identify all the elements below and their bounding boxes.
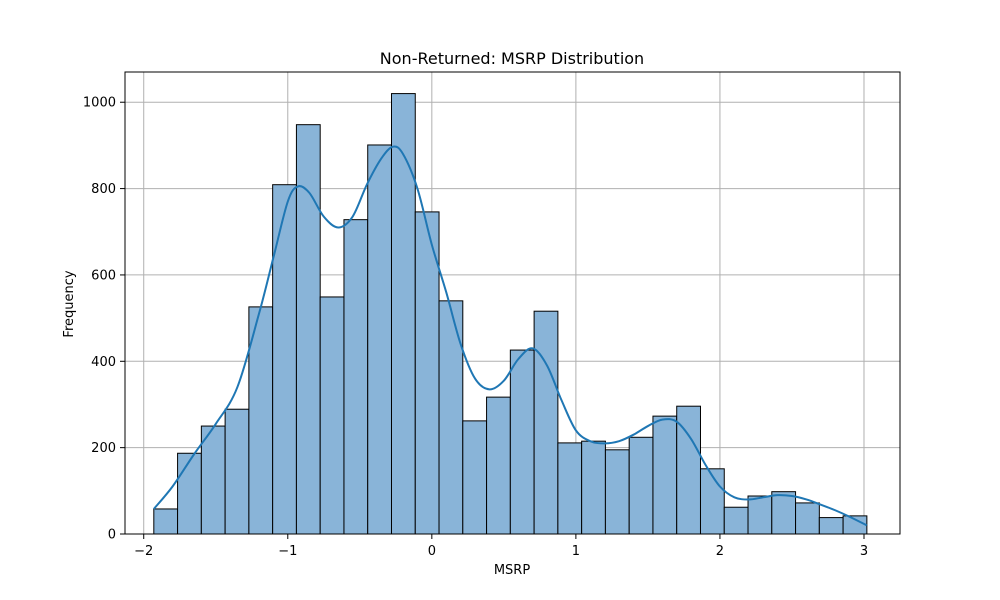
histogram-bar — [319, 296, 345, 535]
plot-frame — [124, 71, 901, 535]
histogram-bar — [581, 440, 606, 535]
histogram-bar — [795, 502, 820, 535]
histogram-bars — [153, 93, 868, 535]
histogram-bar — [652, 415, 678, 535]
x-tick-label: 2 — [716, 544, 724, 559]
histogram-bar — [438, 300, 464, 535]
y-axis: 0 200 400 600 800 1000 — [83, 96, 125, 543]
histogram-bar — [390, 93, 416, 535]
histogram-bar — [343, 219, 369, 535]
histogram-bar — [367, 144, 392, 535]
x-axis-title: MSRP — [494, 563, 531, 578]
histogram-bar — [462, 420, 488, 535]
x-tick-label: −2 — [134, 544, 153, 559]
histogram-bar — [272, 184, 297, 535]
x-axis: −2 −1 0 1 2 3 — [134, 534, 868, 559]
kde-curve — [153, 145, 868, 527]
histogram-bar — [224, 408, 250, 535]
y-axis-title: Frequency — [62, 270, 77, 337]
histogram-bar — [699, 468, 725, 535]
y-tick-label: 0 — [108, 528, 116, 543]
histogram-bar — [177, 452, 202, 535]
histogram-bar — [818, 517, 844, 535]
histogram-bar — [533, 310, 559, 535]
x-tick-label: −1 — [278, 544, 297, 559]
y-tick-label: 400 — [91, 355, 116, 370]
y-tick-label: 1000 — [83, 96, 116, 111]
y-tick-label: 600 — [91, 268, 116, 283]
histogram-bar — [771, 491, 797, 535]
chart-title: Non-Returned: MSRP Distribution — [380, 49, 644, 68]
histogram-bar — [486, 396, 511, 535]
histogram-bar — [604, 449, 630, 535]
histogram-bar — [153, 508, 179, 535]
x-tick-label: 0 — [428, 544, 436, 559]
histogram-bar — [747, 495, 773, 535]
histogram-bar — [723, 506, 749, 535]
y-tick-label: 800 — [91, 182, 116, 197]
histogram-bar — [200, 425, 226, 535]
y-tick-label: 200 — [91, 441, 116, 456]
histogram-bar — [628, 436, 654, 535]
kde-curve-group — [153, 145, 868, 527]
histogram-bar — [509, 349, 535, 535]
histogram-bar — [557, 442, 583, 535]
x-tick-label: 1 — [572, 544, 580, 559]
x-tick-label: 3 — [860, 544, 868, 559]
